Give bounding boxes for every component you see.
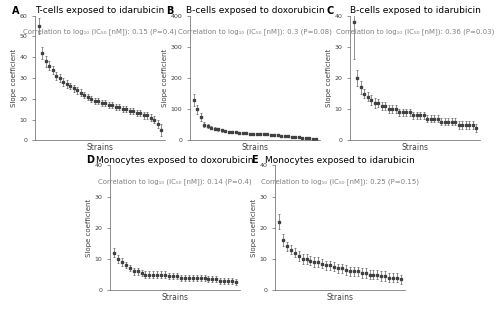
Title: T-cells exposed to idarubicin: T-cells exposed to idarubicin (36, 6, 164, 15)
X-axis label: Strains: Strains (402, 143, 428, 152)
Text: A: A (12, 6, 19, 16)
X-axis label: Strains: Strains (326, 293, 353, 302)
Title: Monocytes exposed to doxorubicin: Monocytes exposed to doxorubicin (96, 156, 254, 165)
Text: Correlation to log₁₀ (IC₅₀ [nM]): 0.15 (P=0.4): Correlation to log₁₀ (IC₅₀ [nM]): 0.15 (… (23, 28, 177, 35)
Text: C: C (326, 6, 334, 16)
Y-axis label: Slope coefficient: Slope coefficient (250, 199, 256, 257)
Y-axis label: Slope coefficient: Slope coefficient (162, 49, 168, 107)
Y-axis label: Slope coefficient: Slope coefficient (10, 49, 16, 107)
X-axis label: Strains: Strains (242, 143, 268, 152)
Y-axis label: Slope coefficient: Slope coefficient (326, 49, 332, 107)
Text: D: D (86, 155, 94, 165)
Y-axis label: Slope coefficient: Slope coefficient (86, 199, 91, 257)
X-axis label: Strains: Strains (86, 143, 114, 152)
X-axis label: Strains: Strains (162, 293, 188, 302)
Text: Correlation to log₁₀ (IC₅₀ [nM]): 0.36 (P=0.03): Correlation to log₁₀ (IC₅₀ [nM]): 0.36 (… (336, 28, 494, 35)
Title: Monocytes exposed to idarubicin: Monocytes exposed to idarubicin (265, 156, 415, 165)
Title: B-cells exposed to doxorubicin: B-cells exposed to doxorubicin (186, 6, 324, 15)
Text: Correlation to log₁₀ (IC₅₀ [nM]): 0.14 (P=0.4): Correlation to log₁₀ (IC₅₀ [nM]): 0.14 (… (98, 178, 252, 185)
Title: B-cells exposed to idarubicin: B-cells exposed to idarubicin (350, 6, 480, 15)
Text: Correlation to log₁₀ (IC₅₀ [nM]): 0.25 (P=0.15): Correlation to log₁₀ (IC₅₀ [nM]): 0.25 (… (261, 178, 419, 185)
Text: B: B (166, 6, 174, 16)
Text: Correlation to log₁₀ (IC₅₀ [nM]): 0.3 (P=0.08): Correlation to log₁₀ (IC₅₀ [nM]): 0.3 (P… (178, 28, 332, 35)
Text: E: E (252, 155, 258, 165)
